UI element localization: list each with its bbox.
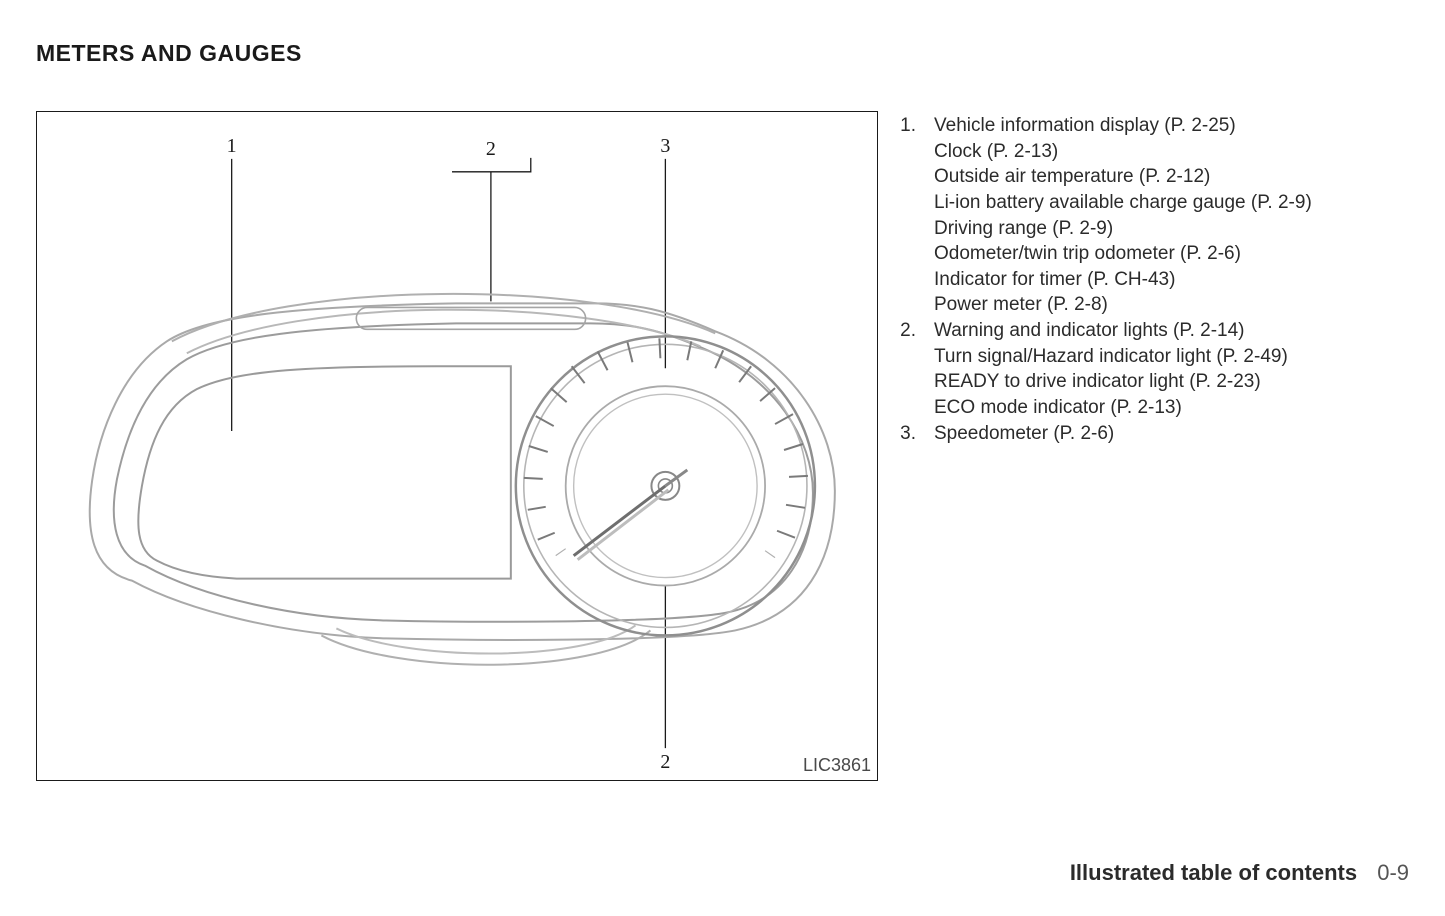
figure-container: 1 2 3 2	[36, 111, 878, 781]
legend-item: 1.Vehicle information display (P. 2-25)C…	[898, 113, 1409, 318]
legend-number: 2.	[898, 318, 916, 421]
legend: 1.Vehicle information display (P. 2-25)C…	[898, 111, 1409, 446]
section-title: METERS AND GAUGES	[36, 40, 1409, 67]
legend-line: Speedometer (P. 2-6)	[934, 421, 1409, 447]
legend-line: Odometer/twin trip odometer (P. 2-6)	[934, 241, 1409, 267]
callout-1: 1	[227, 135, 237, 157]
figure-id: LIC3861	[803, 755, 871, 776]
legend-line: Turn signal/Hazard indicator light (P. 2…	[934, 344, 1409, 370]
callout-2-bottom: 2	[660, 751, 670, 773]
footer-page: 0-9	[1377, 860, 1409, 885]
legend-line: Outside air temperature (P. 2-12)	[934, 164, 1409, 190]
legend-line: Driving range (P. 2-9)	[934, 216, 1409, 242]
legend-line: ECO mode indicator (P. 2-13)	[934, 395, 1409, 421]
page-footer: Illustrated table of contents 0-9	[1070, 860, 1409, 886]
legend-line: READY to drive indicator light (P. 2-23)	[934, 369, 1409, 395]
legend-line: Warning and indicator lights (P. 2-14)	[934, 318, 1409, 344]
legend-body: Vehicle information display (P. 2-25)Clo…	[934, 113, 1409, 318]
legend-line: Power meter (P. 2-8)	[934, 292, 1409, 318]
legend-body: Speedometer (P. 2-6)	[934, 421, 1409, 447]
legend-body: Warning and indicator lights (P. 2-14)Tu…	[934, 318, 1409, 421]
callout-3: 3	[660, 135, 670, 157]
callout-2-top: 2	[486, 138, 496, 160]
content-row: 1 2 3 2	[36, 111, 1409, 781]
legend-item: 2.Warning and indicator lights (P. 2-14)…	[898, 318, 1409, 421]
legend-line: Clock (P. 2-13)	[934, 139, 1409, 165]
legend-number: 3.	[898, 421, 916, 447]
legend-line: Indicator for timer (P. CH-43)	[934, 267, 1409, 293]
footer-section: Illustrated table of contents	[1070, 860, 1357, 885]
legend-number: 1.	[898, 113, 916, 318]
legend-item: 3. Speedometer (P. 2-6)	[898, 421, 1409, 447]
meters-diagram: 1 2 3 2	[37, 112, 877, 780]
legend-line: Li-ion battery available charge gauge (P…	[934, 190, 1409, 216]
legend-line: Vehicle information display (P. 2-25)	[934, 113, 1409, 139]
